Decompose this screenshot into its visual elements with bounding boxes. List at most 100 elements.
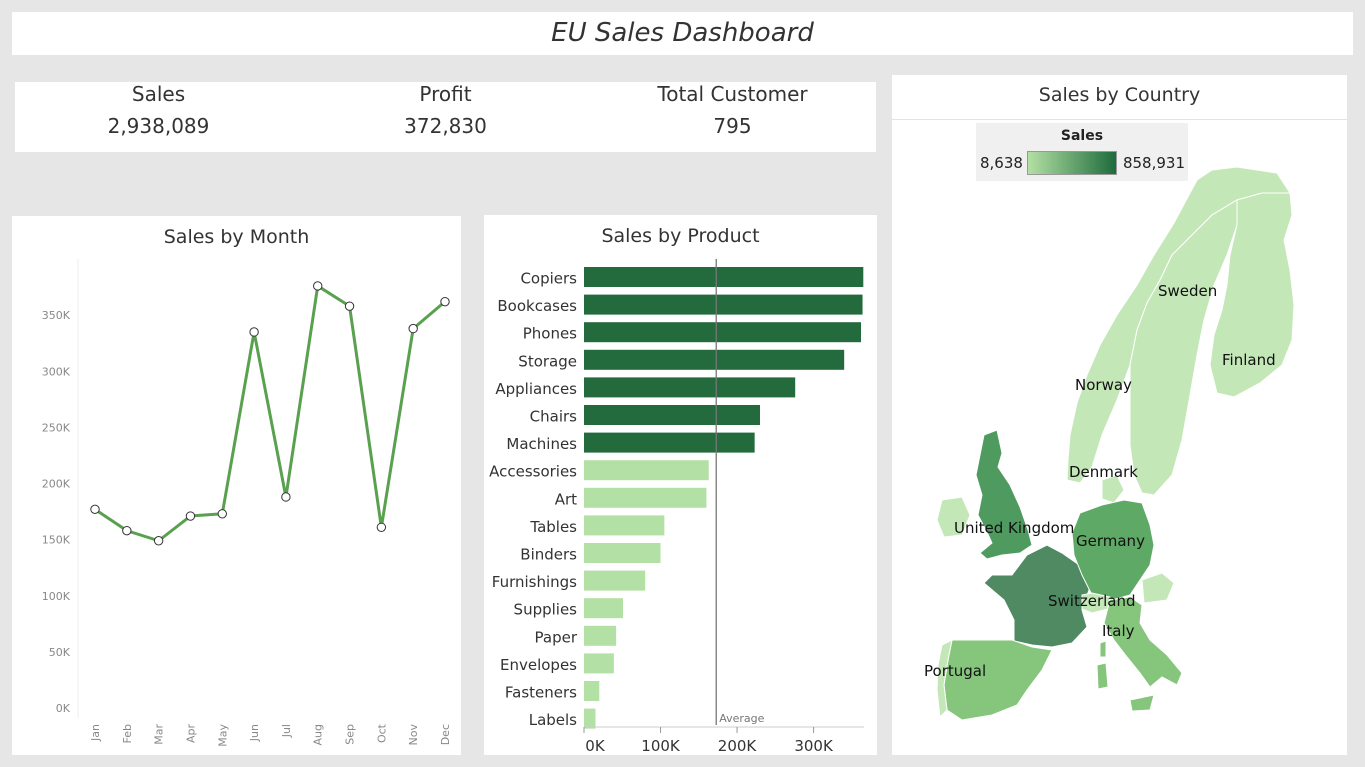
- map-chart-title: Sales by Country: [1038, 84, 1201, 106]
- data-point-jan[interactable]: [90, 504, 100, 515]
- bar-copiers[interactable]: [584, 267, 864, 287]
- kpi-value: 372,830: [404, 114, 487, 138]
- country-label-italy: Italy: [1102, 622, 1135, 640]
- bar-chairs[interactable]: [584, 405, 760, 425]
- x-tick-label: Feb: [121, 724, 134, 743]
- kpi-panel: Sales 2,938,089 Profit 372,830 Total Cus…: [15, 82, 876, 152]
- x-tick-label: Jan: [89, 724, 102, 742]
- country-ireland[interactable]: [936, 496, 971, 538]
- category-label: Envelopes: [500, 656, 577, 674]
- y-tick-label: 0K: [56, 702, 71, 715]
- country-label-portugal: Portugal: [924, 662, 986, 680]
- legend-max: 858,931: [1122, 154, 1185, 172]
- island-sardinia: [1096, 662, 1109, 690]
- y-tick-label: 50K: [49, 646, 71, 659]
- country-france[interactable]: [983, 544, 1091, 648]
- bar-tables[interactable]: [584, 515, 665, 536]
- country-united-kingdom[interactable]: [975, 429, 1033, 560]
- kpi-value: 2,938,089: [107, 114, 210, 138]
- data-point-aug[interactable]: [313, 281, 323, 291]
- data-point-dec[interactable]: [440, 296, 450, 307]
- y-tick-label: 250K: [42, 421, 71, 434]
- data-point-mar[interactable]: [153, 536, 164, 546]
- dashboard-title: EU Sales Dashboard: [551, 18, 814, 48]
- bar-art[interactable]: [584, 487, 707, 508]
- category-label: Furnishings: [492, 573, 577, 591]
- country-italy[interactable]: [1103, 596, 1183, 688]
- data-point-feb[interactable]: [122, 525, 132, 536]
- category-label: Phones: [523, 325, 577, 343]
- legend-title: Sales: [1060, 128, 1104, 144]
- kpi-label: Sales: [131, 82, 186, 106]
- country-austria[interactable]: [1141, 572, 1175, 604]
- month-chart-title: Sales by Month: [163, 226, 310, 248]
- legend-min: 8,638: [980, 154, 1023, 172]
- data-point-apr[interactable]: [185, 511, 196, 521]
- x-tick-label: Nov: [407, 724, 420, 746]
- data-point-sep[interactable]: [344, 301, 355, 311]
- title-bar: EU Sales Dashboard: [12, 12, 1353, 55]
- category-label: Appliances: [495, 380, 577, 398]
- product-bar-chart: Copiers Bookcases Phones Storage Appliances C…: [489, 259, 864, 755]
- bar-appliances[interactable]: [584, 377, 796, 398]
- x-tick-label: 0K: [585, 737, 606, 755]
- bar-furnishings[interactable]: [584, 570, 646, 591]
- bar-fasteners[interactable]: [584, 681, 600, 701]
- sales-by-country-panel: Sales by Country Sales 8,638 858,931: [892, 75, 1347, 755]
- country-label-germany: Germany: [1076, 532, 1145, 550]
- country-germany[interactable]: [1071, 499, 1155, 601]
- x-tick-label: Jun: [248, 724, 261, 742]
- sales-line: [94, 284, 446, 543]
- country-denmark[interactable]: [1101, 474, 1125, 504]
- data-point-jul[interactable]: [281, 492, 291, 502]
- data-point-jun[interactable]: [249, 327, 259, 337]
- kpi-total-customer: Total Customer 795: [589, 82, 876, 138]
- product-chart-title: Sales by Product: [601, 225, 760, 247]
- title-divider: [892, 119, 1347, 120]
- x-tick-label: Sep: [344, 724, 357, 745]
- x-tick-label: 300K: [794, 737, 834, 755]
- category-label: Bookcases: [497, 297, 577, 315]
- x-tick-label: Jul: [280, 724, 293, 738]
- legend-color-ramp: [1027, 151, 1117, 175]
- country-spain[interactable]: [943, 639, 1053, 721]
- bar-binders[interactable]: [584, 543, 661, 563]
- bar-supplies[interactable]: [584, 598, 624, 619]
- sales-by-product-panel: Sales by Product Copiers Bookcases Phones S…: [484, 215, 877, 755]
- kpi-label: Profit: [419, 82, 472, 106]
- x-tick-label: 100K: [641, 737, 681, 755]
- category-label: Copiers: [520, 270, 577, 288]
- country-label-switzerland: Switzerland: [1048, 592, 1136, 610]
- country-portugal[interactable]: [936, 639, 953, 719]
- data-point-nov[interactable]: [408, 323, 418, 334]
- country-label-denmark: Denmark: [1069, 463, 1138, 481]
- x-tick-label: 200K: [718, 737, 758, 755]
- country-label-sweden: Sweden: [1158, 282, 1217, 300]
- bar-machines[interactable]: [584, 432, 755, 453]
- bar-paper[interactable]: [584, 625, 617, 646]
- bar-envelopes[interactable]: [584, 653, 614, 674]
- country-finland[interactable]: [1209, 192, 1295, 398]
- bar-labels[interactable]: [584, 708, 596, 729]
- month-line-chart: 0K 50K 100K 150K 200K 250K 300K 350K Jan Feb Mar Ap…: [42, 259, 452, 747]
- kpi-label: Total Customer: [657, 82, 808, 106]
- data-point-oct[interactable]: [376, 522, 387, 532]
- x-tick-label: Apr: [184, 724, 197, 744]
- category-label: Art: [555, 490, 577, 508]
- x-tick-label: Aug: [312, 724, 325, 745]
- category-label: Fasteners: [505, 684, 577, 702]
- kpi-value: 795: [713, 114, 752, 138]
- category-label: Tables: [529, 518, 577, 536]
- bar-phones[interactable]: [584, 322, 862, 343]
- bar-storage[interactable]: [584, 349, 845, 370]
- y-tick-label: 200K: [42, 478, 71, 491]
- country-sweden[interactable]: [1129, 199, 1238, 496]
- data-point-may[interactable]: [217, 509, 227, 519]
- bar-bookcases[interactable]: [584, 294, 863, 315]
- category-label: Storage: [518, 352, 577, 370]
- y-tick-label: 100K: [42, 590, 71, 603]
- country-label-norway: Norway: [1075, 376, 1132, 394]
- bar-accessories[interactable]: [584, 460, 709, 481]
- map-labels: Sweden Finland Norway Denmark United Kingdom…: [924, 282, 1276, 680]
- y-tick-label: 350K: [42, 309, 71, 322]
